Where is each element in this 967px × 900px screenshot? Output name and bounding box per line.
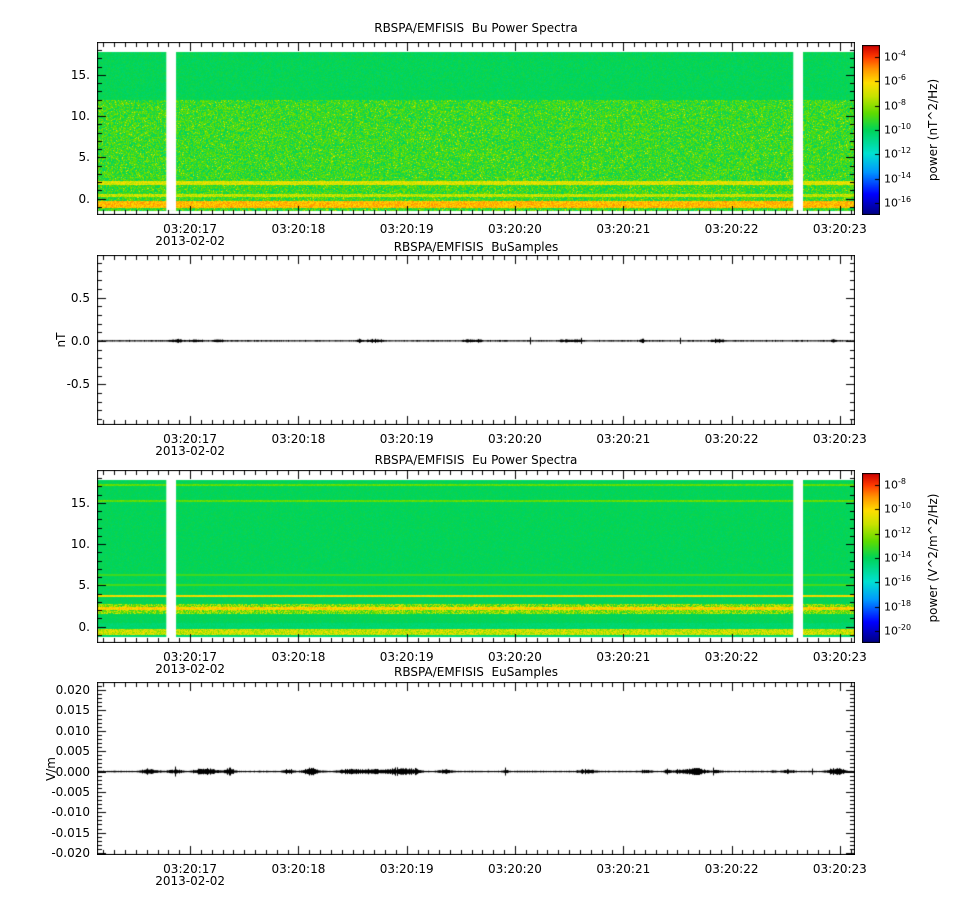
eu-colorbar-title: power (V^2/m^2/Hz) — [926, 493, 940, 623]
y-tick-label: -0.015 — [51, 826, 90, 840]
bu-colorbar-canvas — [862, 45, 880, 215]
colorbar-tick-label: 10-18 — [884, 598, 912, 614]
colorbar-tick-label: 10-4 — [884, 49, 906, 64]
x-tick-label: 03:20:17 — [163, 222, 218, 236]
colorbar-tick-label: 10-14 — [884, 550, 912, 565]
y-tick-label: -0.005 — [51, 785, 90, 799]
y-tick-label: 0. — [78, 192, 90, 206]
bu-power-spectrogram-canvas — [97, 42, 855, 215]
y-tick-label: 15. — [70, 496, 90, 510]
x-tick-label: 03:20:17 — [163, 862, 218, 876]
x-tick-label: 03:20:20 — [488, 222, 542, 236]
y-tick-label: 0.015 — [55, 703, 90, 717]
x-tick-label: 03:20:23 — [812, 432, 867, 446]
x-tick-label: 03:20:20 — [488, 862, 542, 876]
x-tick-label: 03:20:18 — [271, 650, 326, 664]
x-tick-label: 03:20:18 — [271, 432, 326, 446]
bu-colorbar-title: power (nT^2/Hz) — [926, 78, 940, 182]
bu-spectra-title: RBSPA/EMFISIS Bu Power Spectra — [374, 21, 578, 35]
y-tick-label: 0.010 — [55, 724, 90, 738]
colorbar-tick-label: 10-10 — [884, 122, 912, 137]
y-tick-label: 0.5 — [70, 291, 90, 305]
x-tick-label: 03:20:18 — [271, 222, 326, 236]
y-tick-label: 0.000 — [55, 765, 90, 779]
y-tick-label: 5. — [78, 150, 90, 164]
y-tick-label: 5. — [78, 578, 90, 592]
colorbar-tick-label: 10-16 — [884, 574, 912, 589]
x-tick-label: 03:20:22 — [704, 222, 759, 236]
colorbar-tick-label: 10-10 — [884, 501, 912, 517]
x-tick-label: 03:20:19 — [379, 222, 434, 236]
x-tick-label: 03:20:22 — [704, 862, 759, 876]
x-tick-label: 03:20:19 — [379, 862, 434, 876]
colorbar-tick-label: 10-16 — [884, 194, 912, 210]
eu-samples-title: RBSPA/EMFISIS EuSamples — [394, 665, 558, 679]
y-tick-label: 10. — [70, 537, 90, 551]
x-tick-label: 03:20:23 — [812, 650, 867, 664]
x-tick-label: 03:20:22 — [704, 432, 759, 446]
x-axis-date-label: 2013-02-02 — [155, 874, 225, 888]
y-tick-label: -0.010 — [51, 805, 90, 819]
eu-samples-lineplot-canvas — [97, 682, 855, 855]
y-tick-label: 0. — [78, 620, 90, 634]
x-axis-date-label: 2013-02-02 — [155, 662, 225, 676]
x-tick-label: 03:20:17 — [163, 650, 218, 664]
x-tick-label: 03:20:22 — [704, 650, 759, 664]
colorbar-tick-label: 10-20 — [884, 622, 912, 638]
x-tick-label: 03:20:19 — [379, 650, 434, 664]
colorbar-tick-label: 10-8 — [884, 477, 906, 492]
x-tick-label: 03:20:19 — [379, 432, 434, 446]
colorbar-tick-label: 10-6 — [884, 73, 906, 89]
y-tick-label: -0.5 — [66, 377, 90, 391]
x-tick-label: 03:20:21 — [596, 650, 651, 664]
y-tick-label: 0.005 — [55, 744, 90, 758]
x-tick-label: 03:20:21 — [596, 222, 651, 236]
colorbar-tick-label: 10-12 — [884, 146, 912, 161]
x-tick-label: 03:20:21 — [596, 432, 651, 446]
y-tick-label: 0.0 — [70, 334, 90, 348]
y-tick-label: 0.020 — [55, 683, 90, 697]
x-axis-date-label: 2013-02-02 — [155, 444, 225, 458]
eu-power-spectrogram-canvas — [97, 470, 855, 643]
x-tick-label: 03:20:20 — [488, 650, 542, 664]
x-axis-date-label: 2013-02-02 — [155, 234, 225, 248]
y-tick-label: -0.020 — [51, 846, 90, 860]
y-tick-label: 10. — [70, 109, 90, 123]
colorbar-tick-label: 10-12 — [884, 525, 912, 541]
y-tick-label: 15. — [70, 68, 90, 82]
x-tick-label: 03:20:23 — [812, 222, 867, 236]
colorbar-tick-label: 10-8 — [884, 97, 906, 113]
x-tick-label: 03:20:20 — [488, 432, 542, 446]
eu-colorbar-canvas — [862, 473, 880, 643]
x-tick-label: 03:20:17 — [163, 432, 218, 446]
bu-samples-title: RBSPA/EMFISIS BuSamples — [393, 240, 559, 254]
x-tick-label: 03:20:23 — [812, 862, 867, 876]
x-tick-label: 03:20:18 — [271, 862, 326, 876]
x-tick-label: 03:20:21 — [596, 862, 651, 876]
colorbar-tick-label: 10-14 — [884, 170, 912, 186]
bu-samples-lineplot-canvas — [97, 255, 855, 425]
eu-spectra-title: RBSPA/EMFISIS Eu Power Spectra — [374, 453, 578, 467]
